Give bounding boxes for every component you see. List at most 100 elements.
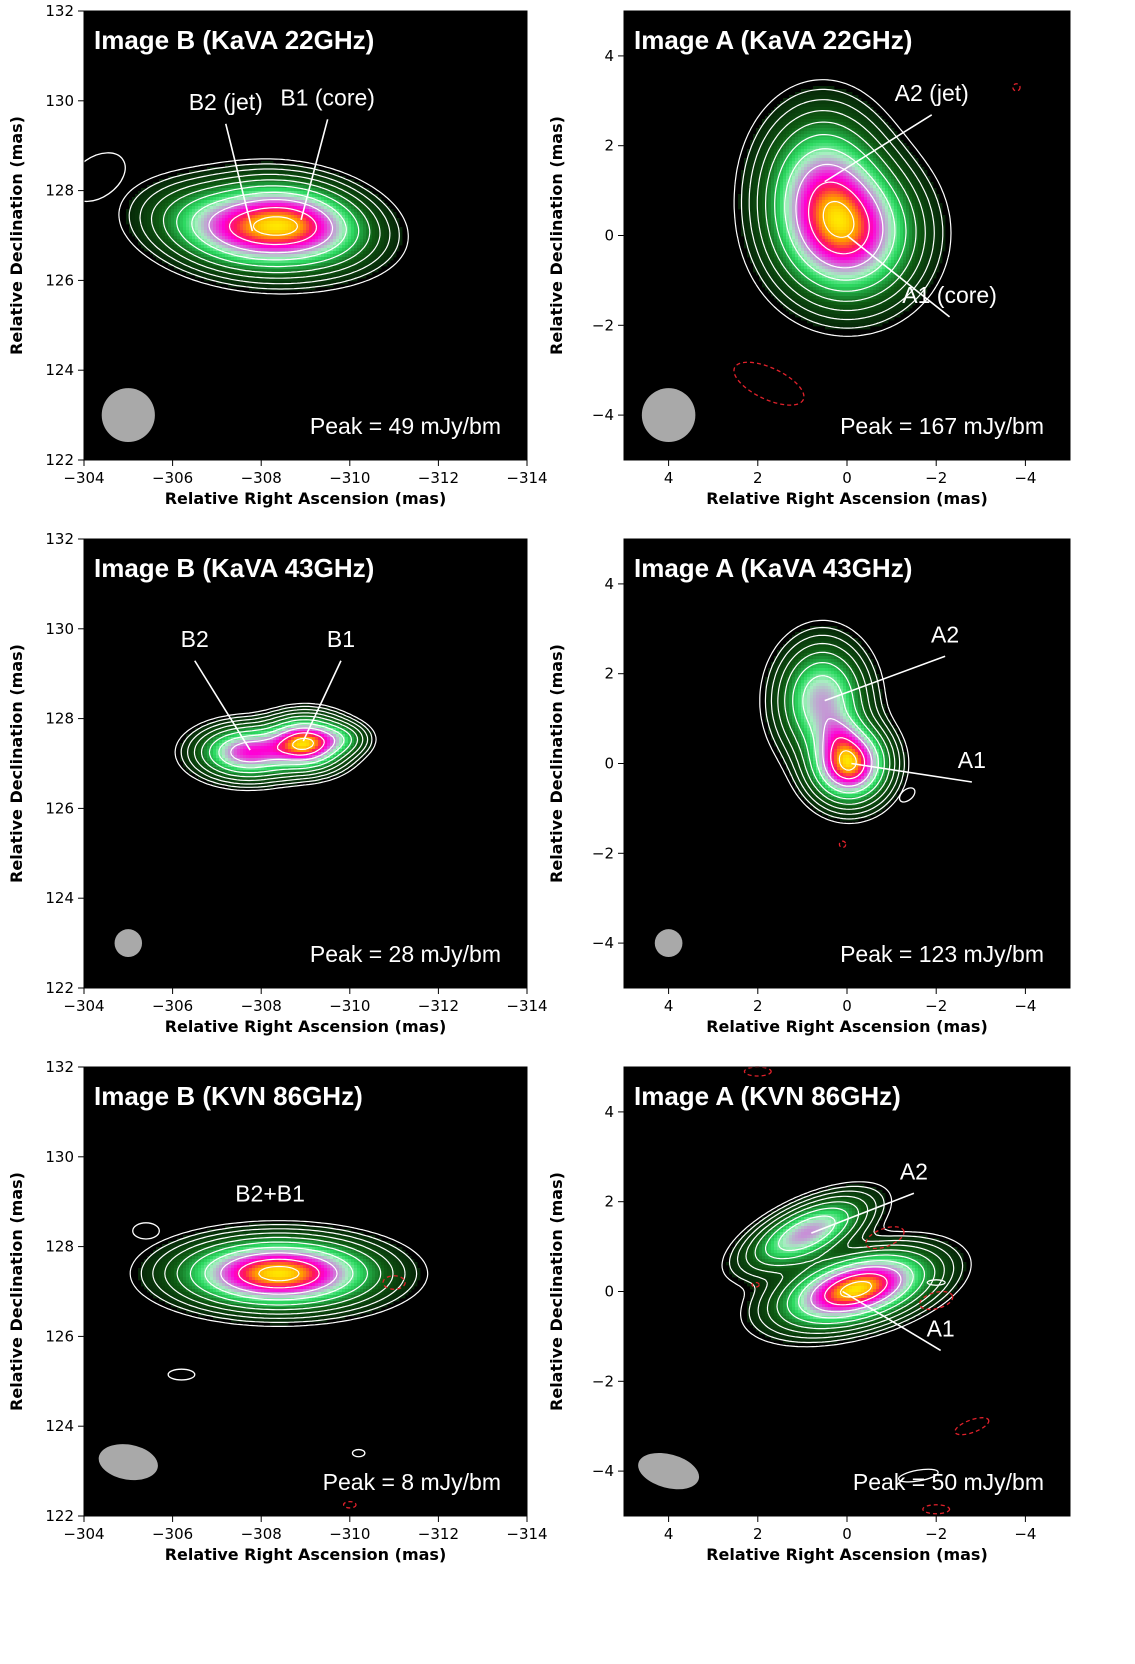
contour-level-9	[830, 737, 866, 780]
isolated-contour	[898, 787, 916, 803]
panel-title: Image B (KaVA 43GHz)	[94, 553, 374, 583]
x-axis-label: Relative Right Ascension (mas)	[706, 1017, 988, 1036]
peak-label: Peak = 50 mJy/bm	[853, 1469, 1044, 1495]
component-label: B2	[181, 626, 209, 652]
x-tick-label: −2	[925, 1525, 947, 1543]
y-tick-label: 2	[604, 665, 614, 683]
x-tick-label: −312	[418, 997, 459, 1015]
panel-title: Image A (KVN 86GHz)	[634, 1081, 901, 1111]
plot-frame	[83, 1066, 528, 1517]
contour-level-4	[150, 173, 381, 279]
component-label: B1 (core)	[280, 84, 375, 110]
contour-level-5	[162, 179, 371, 274]
contour-level-10	[258, 1265, 300, 1282]
y-tick-label: 4	[604, 1103, 614, 1121]
contour-level-7	[218, 723, 345, 769]
annotation-leader-line	[824, 655, 946, 702]
contours	[174, 702, 377, 792]
contour-level-8	[220, 1252, 338, 1295]
x-tick-label: −312	[418, 469, 459, 487]
x-tick-label: −304	[63, 469, 104, 487]
contour-level-9	[808, 181, 870, 255]
contour-level-10	[838, 750, 857, 771]
x-tick-label: −304	[63, 1525, 104, 1543]
y-tick-label: 2	[604, 1193, 614, 1211]
x-axis-label: Relative Right Ascension (mas)	[706, 489, 988, 508]
x-tick-label: 0	[842, 997, 852, 1015]
y-tick-label: 126	[45, 1327, 74, 1345]
contours	[129, 1220, 429, 1327]
contour-level-1	[721, 1181, 972, 1348]
panel-title: Image B (KaVA 22GHz)	[94, 25, 374, 55]
axis-ticks: 4 2 0 −2 −4 −4 −2 0 2 4	[592, 47, 1037, 487]
x-tick-label: −2	[925, 469, 947, 487]
y-axis-label: Relative Declination (mas)	[7, 1172, 26, 1411]
y-tick-label: 0	[604, 227, 614, 245]
y-tick-label: −2	[592, 316, 614, 334]
contour-level-8	[230, 727, 336, 763]
x-tick-label: −306	[152, 1525, 193, 1543]
contour-level-3	[748, 99, 935, 321]
peak-label: Peak = 123 mJy/bm	[840, 941, 1044, 967]
x-tick-label: −4	[1014, 997, 1036, 1015]
y-tick-label: 122	[45, 979, 74, 997]
contour-level-8	[822, 717, 873, 787]
contour-level-5	[784, 651, 891, 805]
contour-level-1	[174, 702, 377, 792]
contour-level-8	[795, 163, 884, 269]
y-tick-label: 130	[45, 620, 74, 638]
x-tick-label: −304	[63, 997, 104, 1015]
contour-level-9	[228, 207, 318, 246]
x-tick-label: −310	[329, 997, 370, 1015]
y-tick-label: −4	[592, 1462, 614, 1480]
contour-level-1	[759, 619, 910, 825]
beam-ellipse	[98, 1444, 158, 1481]
contour-level-9	[238, 1258, 320, 1289]
plot-frame	[83, 10, 528, 461]
y-axis-label: Relative Declination (mas)	[7, 116, 26, 355]
annotation-leader-line	[194, 660, 251, 751]
x-axis-label: Relative Right Ascension (mas)	[165, 1017, 447, 1036]
component-label: A1	[927, 1315, 955, 1341]
x-tick-label: 2	[753, 1525, 763, 1543]
y-tick-label: −2	[592, 844, 614, 862]
component-label: A1 (core)	[902, 282, 997, 308]
isolated-contour	[351, 1448, 366, 1458]
contour-level-7	[777, 1215, 914, 1319]
isolated-contour	[132, 1222, 160, 1240]
isolated-contour	[167, 1368, 196, 1381]
contour-level-3	[736, 1190, 955, 1339]
beam-ellipse	[654, 929, 683, 958]
beam-ellipse	[638, 1452, 700, 1490]
contours	[118, 158, 409, 295]
x-tick-label: 0	[842, 1525, 852, 1543]
contour-level-10	[292, 737, 315, 750]
peak-label: Peak = 167 mJy/bm	[840, 413, 1044, 439]
annotation-leader-line	[851, 762, 973, 783]
x-tick-label: 0	[842, 469, 852, 487]
x-tick-label: 4	[664, 1525, 674, 1543]
x-tick-label: −314	[506, 997, 547, 1015]
contour-level-4	[745, 1195, 945, 1334]
contour-level-3	[139, 168, 391, 285]
y-tick-label: 132	[45, 530, 74, 548]
y-tick-label: 130	[45, 1148, 74, 1166]
y-tick-label: 132	[45, 2, 74, 20]
panel-2: A2 (jet) A1 (core) Image A (KaVA 22GHz) Pea…	[547, 10, 1071, 508]
beam-ellipse	[641, 388, 696, 443]
peak-label: Peak = 28 mJy/bm	[310, 941, 501, 967]
contour-level-4	[756, 110, 926, 312]
isolated-contour	[897, 1468, 939, 1483]
negative-contour	[751, 1281, 760, 1288]
contour-level-9	[824, 1273, 888, 1306]
contour-level-6	[792, 662, 885, 800]
contour-level-6	[189, 1241, 369, 1306]
y-tick-label: −4	[592, 406, 614, 424]
contour-level-2	[140, 1224, 418, 1323]
annotation-leader-line	[824, 114, 933, 183]
panel-4: A2 A1 Image A (KaVA 43GHz) Peak = 123 mJy/b…	[547, 538, 1071, 1036]
axis-ticks: −304 −306 −308 −310 −312 −314 122 124 126 128 130 1…	[45, 530, 547, 1015]
y-tick-label: 124	[45, 1417, 74, 1435]
